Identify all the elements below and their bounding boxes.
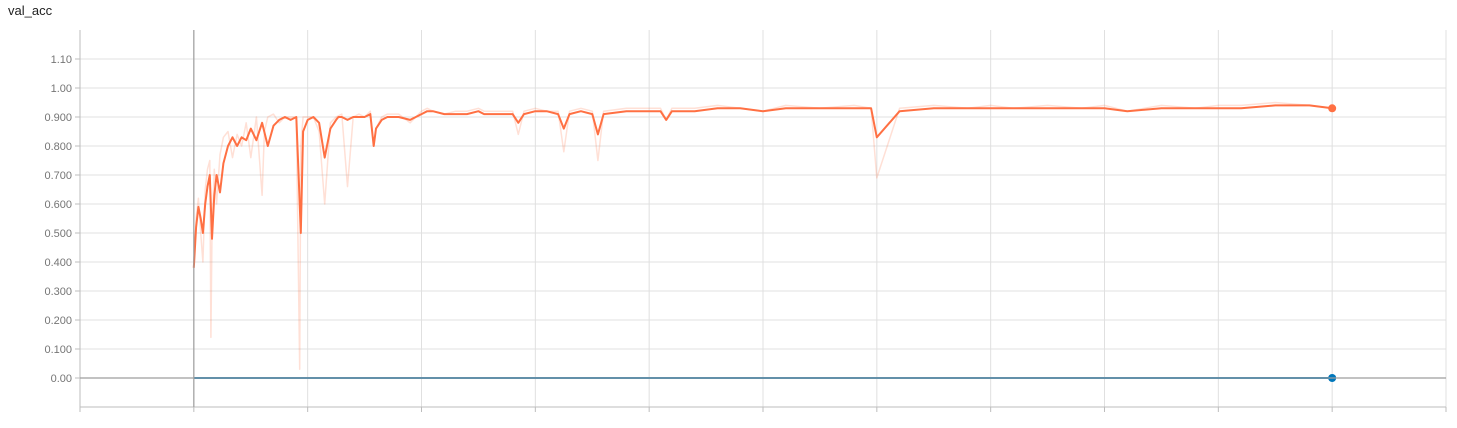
grid — [79, 30, 1447, 407]
series-raw-line — [193, 101, 1333, 371]
series-end-point — [1328, 104, 1337, 113]
y-tick-label: 1.00 — [51, 83, 72, 95]
series-line — [192, 104, 1333, 268]
y-tick-label: 0.800 — [44, 141, 72, 153]
y-tick-label: 0.700 — [44, 170, 72, 182]
y-tick-label: 0.300 — [44, 286, 72, 298]
y-tick-label: 0.200 — [44, 315, 72, 327]
axes — [79, 30, 1447, 412]
y-tick-label: 0.400 — [44, 257, 72, 269]
chart-title: val_acc — [8, 3, 53, 18]
y-tick-label: 0.00 — [51, 373, 72, 385]
y-tick-label: 0.100 — [44, 344, 72, 356]
y-tick-label: 0.600 — [44, 199, 72, 211]
y-tick-label: 0.500 — [44, 228, 72, 240]
series-layer — [192, 101, 1337, 382]
y-tick-label: 1.10 — [51, 54, 72, 66]
y-tick-label: 0.900 — [44, 112, 72, 124]
y-axis-ticks: 0.00 0.100 0.200 0.300 0.400 0.500 0.600 0.700 0… — [44, 54, 80, 385]
